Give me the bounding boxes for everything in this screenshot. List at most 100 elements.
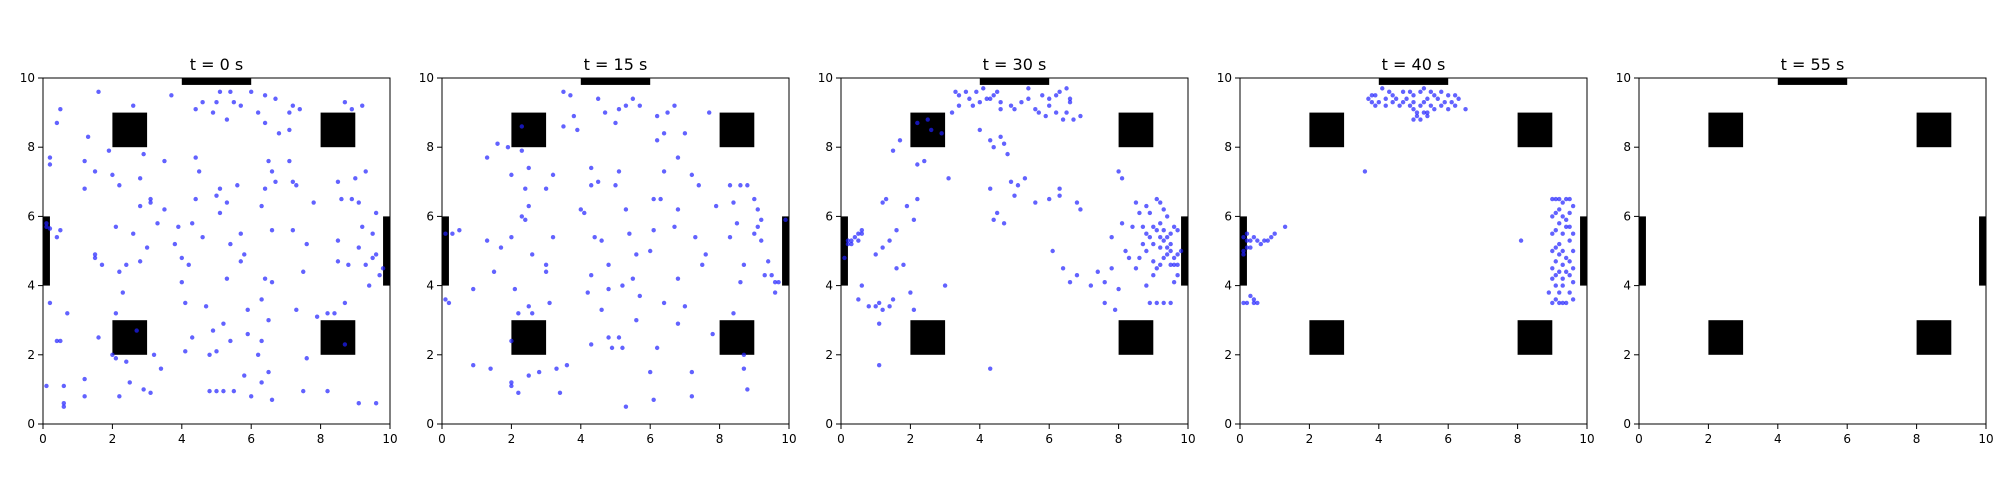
particle-point — [47, 155, 53, 160]
particle-point — [484, 155, 490, 160]
x-tick-label: 8 — [1514, 432, 1522, 446]
particle-point — [1005, 151, 1010, 157]
particle-point — [873, 252, 878, 257]
particle-point — [158, 366, 164, 371]
particle-point — [82, 376, 87, 382]
particle-point — [1161, 207, 1166, 212]
particle-point — [526, 304, 531, 309]
particle-point — [845, 238, 851, 243]
particle-point — [304, 241, 309, 247]
obstacle — [1916, 112, 1952, 148]
particle-point — [1550, 248, 1555, 254]
obstacle — [511, 112, 547, 148]
particle-point — [654, 113, 660, 119]
particle-point — [915, 162, 920, 167]
particle-point — [179, 255, 184, 261]
particle-point — [287, 127, 292, 133]
particle-point — [373, 401, 379, 406]
particle-point — [124, 262, 129, 268]
particle-point — [363, 169, 368, 174]
particle-point — [1012, 193, 1017, 198]
particle-point — [623, 103, 629, 108]
particle-point — [325, 388, 330, 394]
particle-point — [1154, 300, 1159, 306]
particle-point — [1421, 86, 1427, 91]
particle-point — [530, 252, 535, 257]
y-tick-label: 8 — [426, 140, 434, 154]
particle-point — [689, 394, 695, 399]
particle-point — [1175, 228, 1180, 233]
particle-point — [235, 183, 240, 188]
particle-point — [44, 383, 49, 389]
particle-point — [311, 200, 316, 205]
obstacle — [1916, 320, 1952, 355]
particle-point — [1144, 248, 1149, 254]
particle-point — [880, 307, 885, 313]
particle-point — [210, 110, 216, 115]
particle-point — [1369, 100, 1375, 105]
particle-point — [637, 293, 642, 299]
particle-point — [623, 404, 629, 409]
particle-point — [1411, 106, 1416, 112]
particle-point — [672, 103, 677, 108]
particle-point — [731, 200, 736, 205]
x-tick-label: 4 — [577, 432, 585, 446]
particle-point — [1557, 207, 1562, 212]
particle-point — [200, 100, 205, 105]
particle-point — [592, 234, 597, 240]
particle-point — [1550, 300, 1555, 306]
particle-point — [953, 89, 958, 95]
particle-point — [47, 162, 53, 167]
particle-point — [1563, 255, 1569, 261]
obstacle — [1309, 320, 1345, 355]
obstacle — [181, 78, 252, 85]
particle-point — [977, 100, 982, 105]
particle-point — [582, 210, 587, 216]
x-tick-label: 10 — [1978, 432, 1993, 446]
y-tick-label: 2 — [1224, 348, 1232, 362]
particle-point — [443, 297, 448, 302]
particle-point — [713, 203, 719, 209]
x-tick-label: 4 — [178, 432, 186, 446]
particle-point — [675, 321, 681, 326]
particle-point — [217, 89, 223, 95]
particle-point — [148, 390, 153, 396]
particle-point — [144, 245, 150, 250]
particle-point — [988, 186, 993, 191]
particle-point — [589, 273, 594, 278]
y-tick-label: 6 — [27, 209, 35, 223]
particle-point — [169, 93, 174, 98]
points — [1241, 86, 1576, 306]
obstacle — [719, 112, 755, 148]
particle-point — [963, 89, 969, 95]
obstacle — [782, 216, 789, 286]
particle-point — [353, 176, 358, 181]
particle-point — [1563, 224, 1569, 229]
particle-point — [259, 380, 264, 385]
x-tick-label: 2 — [907, 432, 915, 446]
particle-point — [752, 196, 757, 202]
particle-point — [134, 328, 139, 333]
particle-point — [651, 196, 656, 202]
particle-point — [630, 276, 636, 281]
particle-point — [1067, 96, 1073, 101]
particle-point — [259, 297, 264, 302]
particle-point — [523, 217, 528, 223]
particle-point — [1171, 262, 1177, 268]
obstacle — [442, 216, 449, 286]
particle-point — [207, 352, 212, 357]
y-tick-label: 2 — [1623, 348, 1631, 362]
particle-point — [887, 304, 892, 309]
particle-point — [876, 362, 882, 368]
obstacle — [1309, 112, 1345, 148]
particle-point — [1022, 176, 1028, 181]
particle-point — [547, 300, 552, 306]
particle-point — [849, 241, 854, 247]
particle-point — [1557, 290, 1562, 295]
axes-border — [1638, 77, 1987, 425]
particle-point — [1421, 100, 1427, 105]
particle-point — [675, 155, 681, 160]
particle-point — [734, 221, 740, 226]
particle-point — [1421, 110, 1427, 115]
